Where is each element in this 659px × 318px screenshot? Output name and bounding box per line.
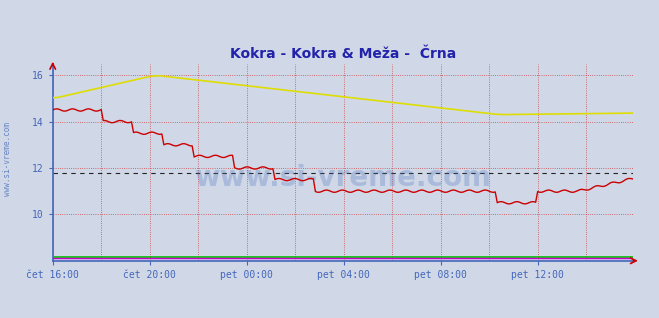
Text: www.si-vreme.com: www.si-vreme.com	[194, 164, 491, 192]
Text: www.si-vreme.com: www.si-vreme.com	[3, 122, 13, 196]
Title: Kokra - Kokra & Meža -  Črna: Kokra - Kokra & Meža - Črna	[229, 47, 456, 61]
